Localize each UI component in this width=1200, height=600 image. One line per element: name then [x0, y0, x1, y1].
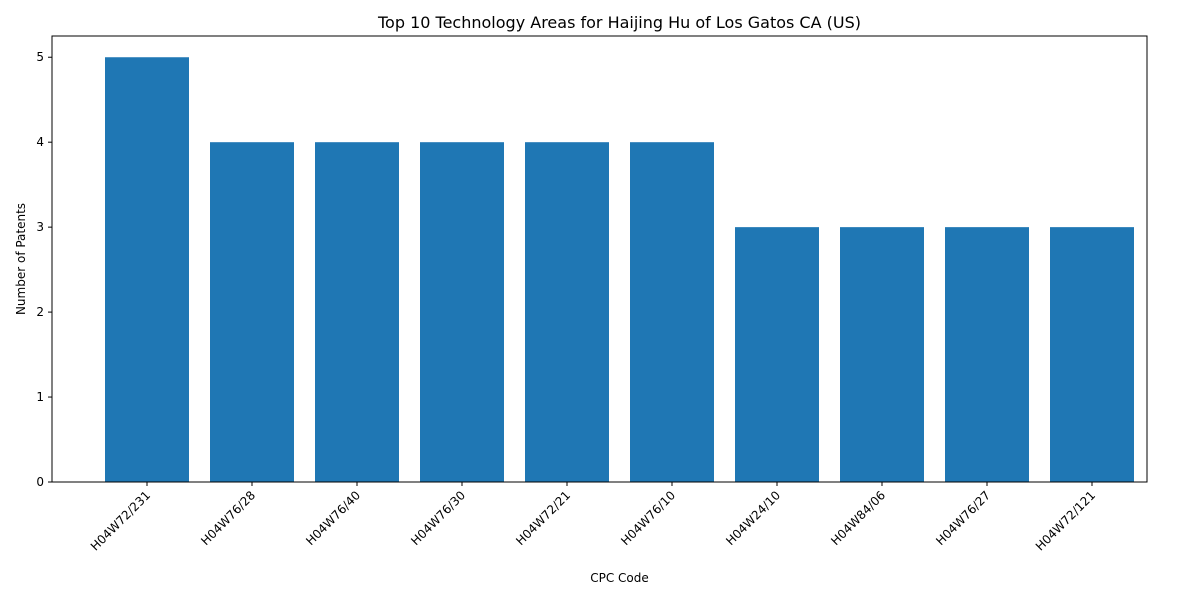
x-tick-label: H04W76/28 — [198, 488, 258, 548]
y-tick-label: 1 — [36, 390, 44, 404]
y-tick-label: 4 — [36, 135, 44, 149]
x-tick-label: H04W76/27 — [933, 488, 993, 548]
bar-H04W72/121 — [1050, 227, 1134, 482]
bar-H04W76/40 — [315, 142, 399, 482]
y-axis-label: Number of Patents — [14, 203, 28, 315]
bar-H04W72/231 — [105, 57, 189, 482]
bar-H04W72/21 — [525, 142, 609, 482]
chart-title: Top 10 Technology Areas for Haijing Hu o… — [377, 13, 861, 32]
y-ticks-group: 0 1 2 3 4 5 — [36, 50, 52, 489]
x-tick-label: H04W76/40 — [303, 488, 363, 548]
bar-H04W24/10 — [735, 227, 819, 482]
bar-H04W76/28 — [210, 142, 294, 482]
bar-H04W76/27 — [945, 227, 1029, 482]
x-tick-label: H04W76/10 — [618, 488, 678, 548]
x-tick-label: H04W84/06 — [828, 488, 888, 548]
x-axis-label: CPC Code — [590, 571, 649, 585]
x-tick-label: H04W72/121 — [1033, 488, 1098, 553]
y-tick-label: 5 — [36, 50, 44, 64]
y-tick-label: 0 — [36, 475, 44, 489]
bar-H04W84/06 — [840, 227, 924, 482]
y-tick-label: 3 — [36, 220, 44, 234]
bars-group — [105, 57, 1134, 482]
bar-H04W76/30 — [420, 142, 504, 482]
y-tick-label: 2 — [36, 305, 44, 319]
x-ticks-group: H04W72/231 H04W76/28 H04W76/40 H04W76/30 H04… — [88, 482, 1098, 554]
x-tick-label: H04W24/10 — [723, 488, 783, 548]
x-tick-label: H04W72/21 — [513, 488, 573, 548]
x-tick-label: H04W76/30 — [408, 488, 468, 548]
x-tick-label: H04W72/231 — [88, 488, 153, 553]
bar-H04W76/10 — [630, 142, 714, 482]
